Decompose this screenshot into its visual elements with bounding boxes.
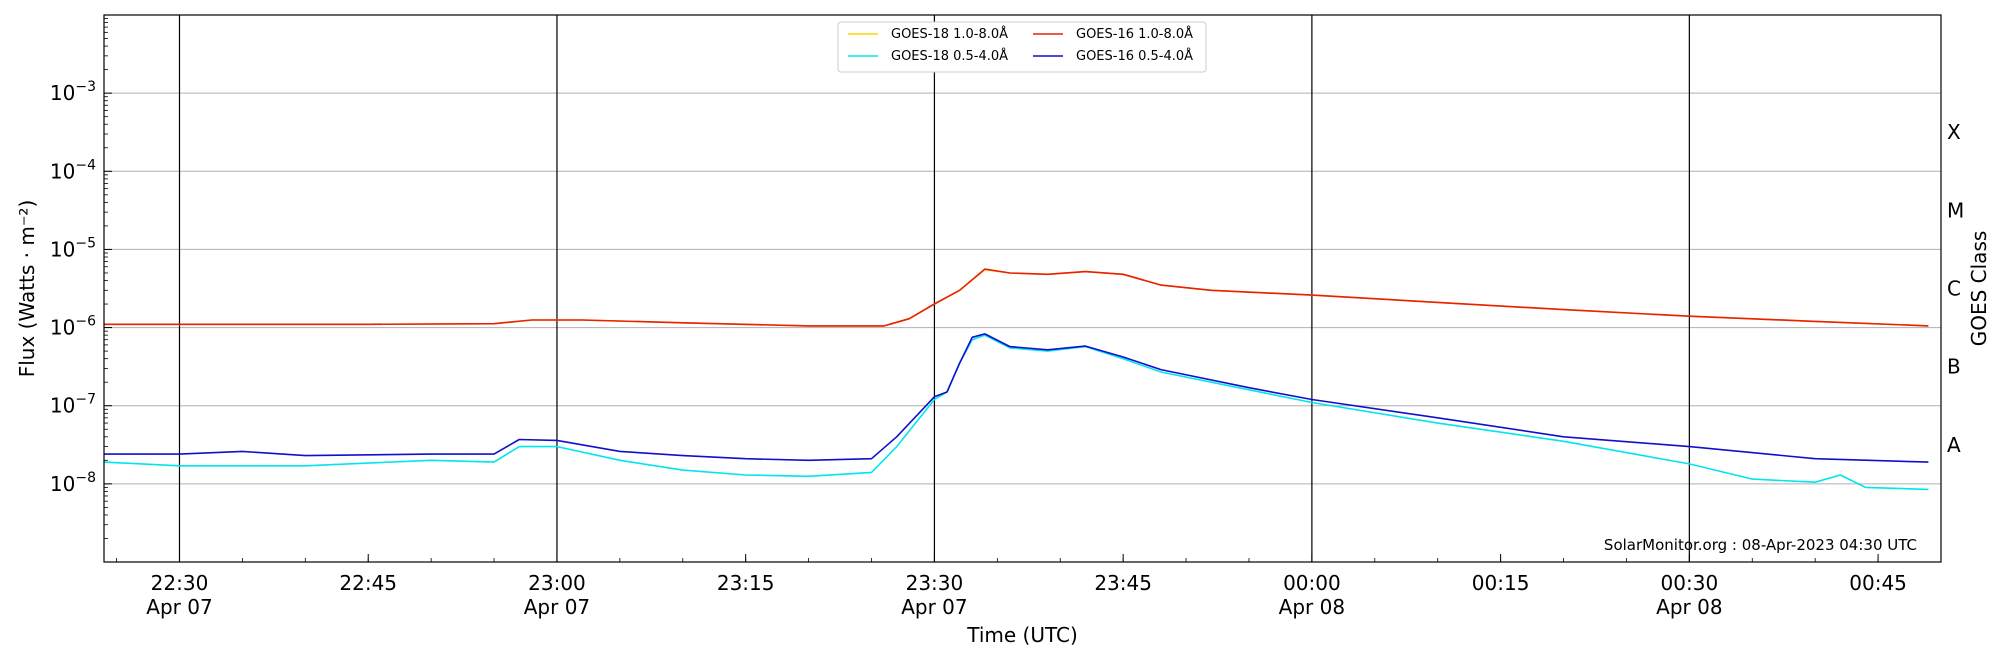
x-tick-label: 23:00	[528, 571, 586, 595]
legend: GOES-18 1.0-8.0Å GOES-18 0.5-4.0Å GOES-16 …	[837, 21, 1207, 73]
legend-box	[837, 21, 1207, 73]
source-annotation: SolarMonitor.org : 08-Apr-2023 04:30 UTC	[1604, 536, 1917, 554]
x-tick-date-label: Apr 08	[1656, 595, 1722, 619]
goes-class-label: B	[1947, 355, 1961, 379]
x-tick-date-label: Apr 07	[901, 595, 967, 619]
x-tick-date-label: Apr 07	[146, 595, 212, 619]
x-tick-label: 23:45	[1094, 571, 1152, 595]
legend-entry: GOES-18 1.0-8.0Å	[891, 26, 1008, 42]
x-tick-label: 00:45	[1849, 571, 1907, 595]
y-axis-title: Flux (Watts · m⁻²)	[15, 200, 39, 378]
x-tick-label: 00:00	[1283, 571, 1341, 595]
x-tick-date-label: Apr 08	[1279, 595, 1345, 619]
x-tick-label: 00:15	[1472, 571, 1530, 595]
goes-class-label: M	[1947, 198, 1964, 222]
y-tick-label: 10−7	[50, 392, 96, 418]
legend-entry: GOES-16 0.5-4.0Å	[1076, 48, 1193, 64]
series-line	[104, 333, 1929, 463]
x-tick-label: 00:30	[1661, 571, 1719, 595]
day-marker-lines	[178, 15, 1690, 562]
flux-series	[103, 268, 1929, 491]
plot-frame	[103, 14, 1942, 563]
y-tick-label: 10−4	[50, 157, 96, 183]
x-tick-label: 22:45	[339, 571, 397, 595]
axis-ticks	[104, 18, 1942, 562]
series-line	[104, 268, 1929, 327]
x-tick-label: 23:15	[717, 571, 775, 595]
x-tick-date-label: Apr 07	[524, 595, 590, 619]
y-tick-label: 10−3	[50, 79, 96, 105]
legend-entry: GOES-18 0.5-4.0Å	[891, 48, 1008, 64]
goes-class-label: A	[1947, 433, 1961, 457]
goes-class-labels: A B C M X	[1947, 120, 1964, 457]
grid-lines	[104, 92, 1941, 485]
y-tick-label: 10−5	[50, 235, 96, 261]
y-tick-label: 10−6	[50, 314, 96, 340]
x-axis-title: Time (UTC)	[966, 623, 1078, 647]
legend-entry: GOES-16 1.0-8.0Å	[1076, 26, 1193, 42]
goes-class-label: C	[1947, 277, 1961, 301]
goes-class-label: X	[1947, 120, 1961, 144]
x-tick-label: 22:30	[151, 571, 209, 595]
y-tick-label: 10−8	[50, 470, 96, 496]
series-line	[104, 268, 1929, 327]
series-line	[103, 334, 1929, 491]
goes-class-axis-title: GOES Class	[1967, 231, 1991, 347]
x-tick-label: 23:30	[906, 571, 964, 595]
